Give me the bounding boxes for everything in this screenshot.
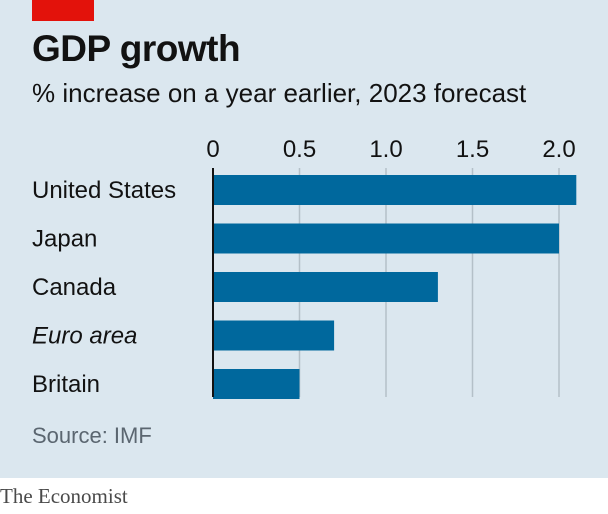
bar-euro-area xyxy=(213,320,335,351)
bar-chart: 0 0.5 1.0 1.5 2.0 United States Japan Canada Eu… xyxy=(32,136,577,399)
category-label: Britain xyxy=(32,371,100,398)
x-tick-label: 2.0 xyxy=(542,136,575,163)
x-tick-label: 0.5 xyxy=(283,136,316,163)
x-tick-labels: 0 0.5 1.0 1.5 2.0 xyxy=(206,136,575,163)
category-label: Japan xyxy=(32,226,97,253)
category-label: United States xyxy=(32,177,176,204)
x-tick-label: 1.5 xyxy=(456,136,489,163)
bar-canada xyxy=(213,272,438,302)
source-note: Source: IMF xyxy=(32,423,152,448)
category-label: Euro area xyxy=(32,323,137,350)
bar-united-states xyxy=(213,175,577,205)
bar-japan xyxy=(213,223,559,254)
bars xyxy=(213,175,577,399)
chart-title: GDP growth xyxy=(32,28,241,69)
economist-red-tab xyxy=(32,0,94,21)
brand-logo-text: The Economist xyxy=(0,484,128,508)
x-tick-label: 1.0 xyxy=(369,136,402,163)
category-label: Canada xyxy=(32,274,117,301)
bar-britain xyxy=(213,369,300,399)
chart-subtitle: % increase on a year earlier, 2023 forec… xyxy=(32,78,527,108)
x-tick-label: 0 xyxy=(206,136,219,163)
category-labels: United States Japan Canada Euro area Britain xyxy=(32,177,176,398)
